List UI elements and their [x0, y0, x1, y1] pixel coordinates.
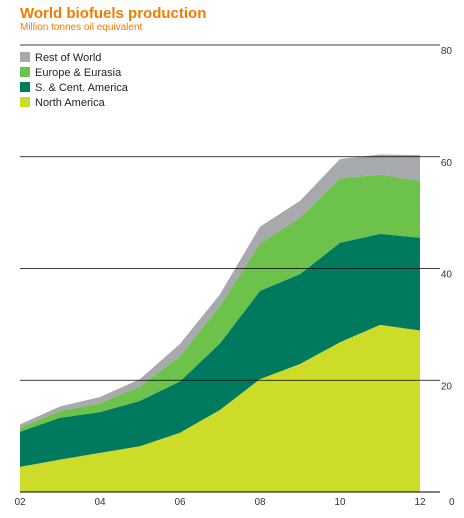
x-tick-label-08: 08: [254, 497, 266, 508]
area-s-cent-america: [20, 233, 420, 467]
area-north-america: [20, 324, 420, 492]
legend-swatch-north-america: [20, 97, 30, 107]
chart-title: World biofuels production: [20, 5, 207, 22]
legend-label-rest-of-world: Rest of World: [35, 52, 101, 64]
y-tick-label-40: 40: [441, 270, 453, 281]
x-tick-labels: 02 04 06 08 10 12: [14, 497, 426, 508]
x-tick-label-04: 04: [94, 497, 106, 508]
x-tick-label-02: 02: [14, 497, 26, 508]
area-europe-eurasia: [20, 174, 420, 432]
y-tick-label-80: 80: [441, 46, 453, 57]
y-tick-label-60: 60: [441, 158, 453, 169]
areas-layer: [20, 154, 420, 492]
legend-swatch-rest-of-world: [20, 52, 30, 62]
gridlines: [20, 44, 440, 493]
y-tick-label-0: 0: [449, 497, 455, 508]
legend-label-s-cent-america: S. & Cent. America: [35, 82, 129, 94]
x-tick-label-06: 06: [174, 497, 186, 508]
y-tick-label-20: 20: [441, 381, 453, 392]
chart-subtitle: Million tonnes oil equivalent: [20, 22, 143, 33]
x-tick-label-12: 12: [414, 497, 426, 508]
legend-label-north-america: North America: [35, 97, 106, 109]
legend-swatch-europe-eurasia: [20, 67, 30, 77]
x-tick-label-10: 10: [334, 497, 346, 508]
legend-label-europe-eurasia: Europe & Eurasia: [35, 67, 122, 79]
y-tick-labels: 0 20 40 60 80: [441, 46, 455, 508]
legend: Rest of World Europe & Eurasia S. & Cent. …: [20, 52, 129, 109]
legend-swatch-s-cent-america: [20, 82, 30, 92]
